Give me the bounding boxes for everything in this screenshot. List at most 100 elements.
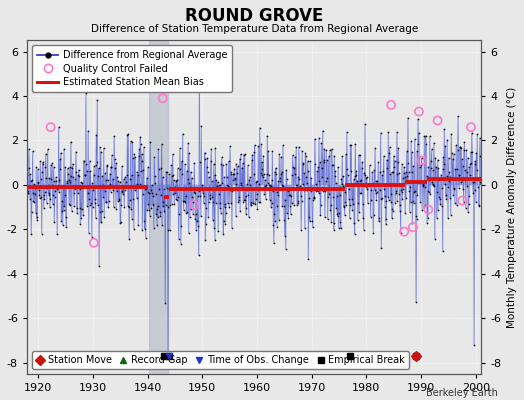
Point xyxy=(42,175,50,182)
Point xyxy=(251,201,259,208)
Point xyxy=(173,165,182,171)
Point xyxy=(397,187,405,194)
Point xyxy=(228,225,236,231)
Point xyxy=(411,136,419,142)
Point xyxy=(179,198,187,204)
Point xyxy=(256,199,264,206)
Point xyxy=(292,144,300,150)
Point xyxy=(392,188,400,194)
Point xyxy=(200,192,208,199)
Point xyxy=(415,108,423,115)
Point xyxy=(413,192,422,198)
Point xyxy=(192,227,201,233)
Point xyxy=(94,173,102,180)
Point xyxy=(33,216,41,223)
Point xyxy=(434,207,442,213)
Point xyxy=(152,206,161,212)
Point xyxy=(94,201,102,208)
Point xyxy=(268,148,277,154)
Point xyxy=(425,189,433,196)
Point xyxy=(230,171,238,178)
Point xyxy=(103,162,112,168)
Point xyxy=(323,157,331,164)
Point xyxy=(165,227,173,234)
Point xyxy=(101,170,110,176)
Point xyxy=(366,214,375,220)
Point xyxy=(227,200,235,206)
Point xyxy=(410,200,418,206)
Point xyxy=(236,208,244,214)
Point xyxy=(435,194,444,200)
Point xyxy=(129,155,137,162)
Point xyxy=(121,187,129,193)
Point xyxy=(473,131,482,138)
Point xyxy=(405,169,413,176)
Point xyxy=(391,200,399,207)
Point xyxy=(118,188,127,194)
Point xyxy=(381,204,389,210)
Point xyxy=(266,183,275,189)
Point xyxy=(48,182,56,188)
Point xyxy=(463,182,472,189)
Point xyxy=(380,193,389,199)
Point xyxy=(109,187,117,194)
Point xyxy=(154,146,162,152)
Point xyxy=(174,236,183,242)
Point xyxy=(210,171,219,178)
Point xyxy=(81,171,90,178)
Point xyxy=(467,160,475,166)
Point xyxy=(117,202,125,208)
Point xyxy=(196,193,204,199)
Point xyxy=(169,191,178,198)
Point xyxy=(324,194,332,200)
Point xyxy=(325,186,334,192)
Point xyxy=(198,181,206,188)
Point xyxy=(126,138,135,144)
Point xyxy=(394,159,402,166)
Point xyxy=(157,165,166,171)
Point xyxy=(186,184,194,190)
Point xyxy=(431,154,440,161)
Point xyxy=(78,206,86,212)
Point xyxy=(163,169,171,175)
Point xyxy=(431,236,439,242)
Point xyxy=(115,196,124,202)
Point xyxy=(168,200,176,207)
Point xyxy=(94,165,103,172)
Bar xyxy=(149,40,168,374)
Point xyxy=(95,209,104,216)
Point xyxy=(162,185,171,191)
Point xyxy=(181,161,189,167)
Point xyxy=(127,172,136,178)
Point xyxy=(341,189,350,195)
Point xyxy=(313,188,322,194)
Point xyxy=(372,178,380,184)
Point xyxy=(420,204,428,210)
Point xyxy=(252,179,260,186)
Point xyxy=(260,190,268,197)
Point xyxy=(383,156,391,163)
Point xyxy=(34,180,42,186)
Point xyxy=(244,192,253,198)
Point xyxy=(308,184,316,191)
Point xyxy=(413,148,421,154)
Point xyxy=(304,256,313,262)
Point xyxy=(454,172,463,178)
Point xyxy=(60,203,69,210)
Point xyxy=(168,173,176,180)
Point xyxy=(347,142,356,148)
Point xyxy=(293,202,301,208)
Point xyxy=(361,121,369,127)
Point xyxy=(114,178,123,184)
Point xyxy=(38,169,46,176)
Point xyxy=(283,187,292,194)
Point xyxy=(144,164,152,170)
Point xyxy=(375,215,384,222)
Point xyxy=(395,169,403,176)
Point xyxy=(154,214,162,220)
Point xyxy=(69,160,77,167)
Point xyxy=(103,163,111,170)
Point xyxy=(476,134,484,141)
Point xyxy=(201,156,209,162)
Point xyxy=(469,189,477,196)
